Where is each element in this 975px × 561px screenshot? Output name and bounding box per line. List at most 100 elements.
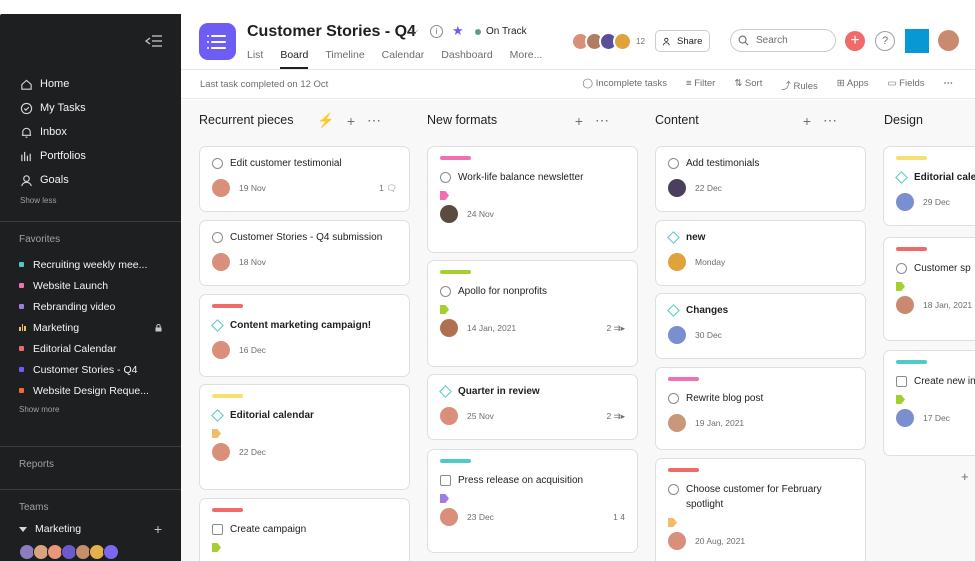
user-avatar[interactable] — [938, 30, 959, 51]
column-title[interactable]: New formats — [427, 113, 498, 127]
favorite-item[interactable]: Recruiting weekly mee... — [19, 254, 162, 275]
favorite-item[interactable]: Website Launch — [19, 275, 162, 296]
sidebar-item-portfolios[interactable]: Portfolios — [20, 144, 86, 168]
task-card[interactable]: Apollo for nonprofits 14 Jan, 2021 2 ⇉▸ — [427, 260, 638, 367]
approval-icon[interactable] — [440, 475, 451, 486]
collapse-sidebar-icon[interactable] — [145, 34, 163, 48]
avatar[interactable] — [668, 253, 686, 271]
filter-button[interactable]: ≡ Filter — [686, 78, 716, 89]
search-input[interactable]: Search — [730, 29, 836, 52]
lightning-icon[interactable]: ⚡ — [317, 112, 335, 128]
column-title[interactable]: Design — [884, 113, 923, 127]
task-card[interactable]: Press release on acquisition 23 Dec 1 4 — [427, 449, 638, 553]
rules-button[interactable]: ⤴ Rules — [781, 81, 818, 92]
task-card[interactable]: Edit customer testimonial 19 Nov 1 🗨 — [199, 146, 410, 212]
avatar[interactable] — [212, 179, 230, 197]
favorite-item[interactable]: Website Design Reque... — [19, 380, 162, 401]
check-circle-icon[interactable] — [440, 172, 451, 183]
document-icon[interactable] — [896, 376, 907, 387]
show-more-link[interactable]: Show more — [19, 405, 60, 414]
workspace-logo[interactable] — [905, 29, 929, 53]
check-circle-icon[interactable] — [896, 263, 907, 274]
milestone-icon[interactable] — [439, 385, 452, 398]
milestone-icon[interactable] — [667, 231, 680, 244]
milestone-icon[interactable] — [211, 319, 224, 332]
avatar[interactable] — [668, 414, 686, 432]
more-icon[interactable]: ⋯ — [823, 112, 837, 128]
add-task-icon[interactable]: + — [802, 112, 811, 129]
check-circle-icon[interactable] — [668, 393, 679, 404]
project-title[interactable]: Customer Stories - Q4 — [247, 23, 416, 40]
sort-button[interactable]: ⇅ Sort — [734, 78, 763, 89]
status-badge[interactable]: On Track — [475, 26, 527, 37]
milestone-icon[interactable] — [211, 409, 224, 422]
avatar[interactable] — [212, 341, 230, 359]
avatar[interactable] — [440, 319, 458, 337]
sidebar-item-home[interactable]: Home — [20, 72, 86, 96]
avatar[interactable] — [668, 179, 686, 197]
favorite-item[interactable]: Editorial Calendar — [19, 338, 162, 359]
add-task-icon[interactable]: + — [961, 469, 969, 484]
task-card[interactable]: Create campaign — [199, 498, 410, 561]
task-card[interactable]: Quarter in review 25 Nov 2 ⇉▸ — [427, 374, 638, 440]
sidebar-item-inbox[interactable]: Inbox — [20, 120, 86, 144]
avatar[interactable] — [103, 544, 119, 560]
caret-down-icon[interactable] — [19, 526, 27, 532]
sidebar-item-goals[interactable]: Goals — [20, 168, 86, 192]
tab-dashboard[interactable]: Dashboard — [441, 49, 493, 61]
add-task-icon[interactable]: + — [574, 112, 583, 129]
info-icon[interactable]: i — [430, 25, 443, 38]
tab-timeline[interactable]: Timeline — [325, 49, 365, 61]
task-card[interactable]: Create new in 17 Dec — [883, 350, 975, 456]
task-card[interactable]: Rewrite blog post 19 Jan, 2021 — [655, 367, 866, 450]
task-card[interactable]: Changes 30 Dec — [655, 293, 866, 359]
task-card[interactable]: Work-life balance newsletter 24 Nov — [427, 146, 638, 253]
avatar[interactable] — [668, 326, 686, 344]
task-card[interactable]: new Monday — [655, 220, 866, 286]
add-task-icon[interactable]: + — [346, 112, 355, 129]
milestone-icon[interactable] — [895, 171, 908, 184]
chevron-down-icon[interactable]: ⌵ — [410, 25, 419, 37]
check-circle-icon[interactable] — [212, 158, 223, 169]
more-icon[interactable]: ⋯ — [367, 112, 381, 128]
favorite-item[interactable]: Rebranding video — [19, 296, 162, 317]
avatar[interactable] — [896, 193, 914, 211]
avatar[interactable] — [212, 253, 230, 271]
more-options-icon[interactable]: ⋯ — [943, 78, 954, 89]
task-card[interactable]: Customer Stories - Q4 submission 18 Nov — [199, 220, 410, 286]
task-card[interactable]: Editorial cale 29 Dec — [883, 146, 975, 226]
tab-list[interactable]: List — [247, 49, 264, 61]
task-card[interactable]: Add testimonials 22 Dec — [655, 146, 866, 212]
avatar[interactable] — [440, 508, 458, 526]
quick-add-button[interactable]: + — [845, 31, 865, 51]
avatar[interactable] — [440, 205, 458, 223]
show-less-link[interactable]: Show less — [20, 196, 57, 205]
reports-link[interactable]: Reports — [19, 459, 55, 470]
avatar[interactable] — [212, 443, 230, 461]
column-title[interactable]: Content — [655, 113, 699, 127]
fields-button[interactable]: ▭ Fields — [887, 78, 925, 89]
check-circle-icon[interactable] — [212, 232, 223, 243]
tab-calendar[interactable]: Calendar — [381, 49, 425, 61]
favorite-item[interactable]: Marketing — [19, 317, 162, 338]
tab-board[interactable]: Board — [280, 49, 309, 69]
avatar[interactable] — [668, 532, 686, 550]
avatar[interactable] — [440, 407, 458, 425]
check-circle-icon[interactable] — [668, 158, 679, 169]
check-circle-icon[interactable] — [440, 286, 451, 297]
task-card[interactable]: Customer sp 18 Jan, 2021 — [883, 237, 975, 341]
team-marketing[interactable]: Marketing + — [19, 521, 162, 537]
task-card[interactable]: Choose customer for February spotlight 2… — [655, 458, 866, 561]
apps-button[interactable]: ⊞ Apps — [836, 78, 869, 89]
share-button[interactable]: Share — [655, 30, 711, 52]
project-members[interactable]: 12 — [571, 32, 645, 51]
tab-more[interactable]: More... — [509, 49, 543, 61]
more-icon[interactable]: ⋯ — [595, 112, 609, 128]
help-button[interactable]: ? — [875, 31, 895, 51]
star-icon[interactable]: ★ — [452, 23, 464, 38]
milestone-icon[interactable] — [667, 304, 680, 317]
sidebar-item-my-tasks[interactable]: My Tasks — [20, 96, 86, 120]
add-team-member-icon[interactable]: + — [153, 521, 162, 537]
document-icon[interactable] — [212, 524, 223, 535]
check-circle-icon[interactable] — [668, 484, 679, 495]
